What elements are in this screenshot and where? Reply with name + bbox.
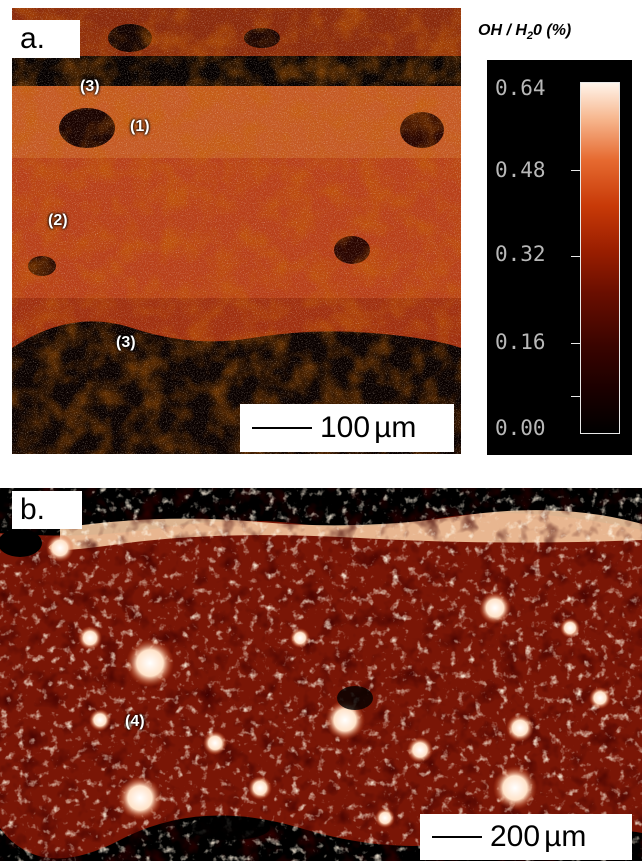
colorbar-tick-label: 0.00 — [495, 416, 546, 440]
panel-a-map — [12, 8, 461, 454]
region-label-3-bottom: (3) — [116, 334, 136, 351]
panel-a-letter: a. — [12, 20, 80, 58]
panel-b-map — [0, 488, 642, 861]
colorbar-gradient — [580, 82, 620, 434]
colorbar-title-rest: 0 (%) — [533, 22, 572, 39]
scalebar-b-value: 200 — [490, 820, 541, 853]
colorbar-panel: 0.64 0.48 0.32 0.16 0.00 — [487, 60, 632, 455]
colorbar-tick — [571, 256, 580, 257]
scalebar-b: 200 µm — [420, 814, 632, 860]
colorbar-tick — [571, 343, 580, 344]
colorbar-title: OH / H20 (%) — [478, 22, 642, 42]
panel-a-image: (3) (1) (2) (3) — [12, 8, 461, 454]
scalebar-b-line — [432, 836, 482, 838]
colorbar-title-main: OH / H — [478, 22, 527, 39]
bright-inclusions — [46, 534, 611, 828]
scalebar-b-unit: µm — [544, 820, 587, 853]
colorbar-tick — [571, 396, 580, 397]
scalebar-a: 100 µm — [240, 404, 454, 452]
colorbar-tick-label: 0.16 — [495, 330, 546, 354]
region-label-4: (4) — [125, 713, 145, 730]
scalebar-a-value: 100 — [320, 411, 371, 444]
region-label-1: (1) — [130, 118, 150, 135]
panel-b-letter: b. — [12, 491, 82, 529]
colorbar-tick-label: 0.48 — [495, 158, 546, 182]
scalebar-a-unit: µm — [374, 411, 417, 444]
colorbar-tick — [571, 170, 580, 171]
region-label-3-top: (3) — [80, 78, 100, 95]
colorbar-tick-label: 0.64 — [495, 76, 546, 100]
colorbar-tick-label: 0.32 — [495, 242, 546, 266]
scalebar-a-line — [252, 427, 312, 429]
colorbar-title-sub: 2 — [526, 30, 534, 43]
panel-b-image: (4) — [0, 488, 642, 861]
region-label-2: (2) — [48, 212, 68, 229]
